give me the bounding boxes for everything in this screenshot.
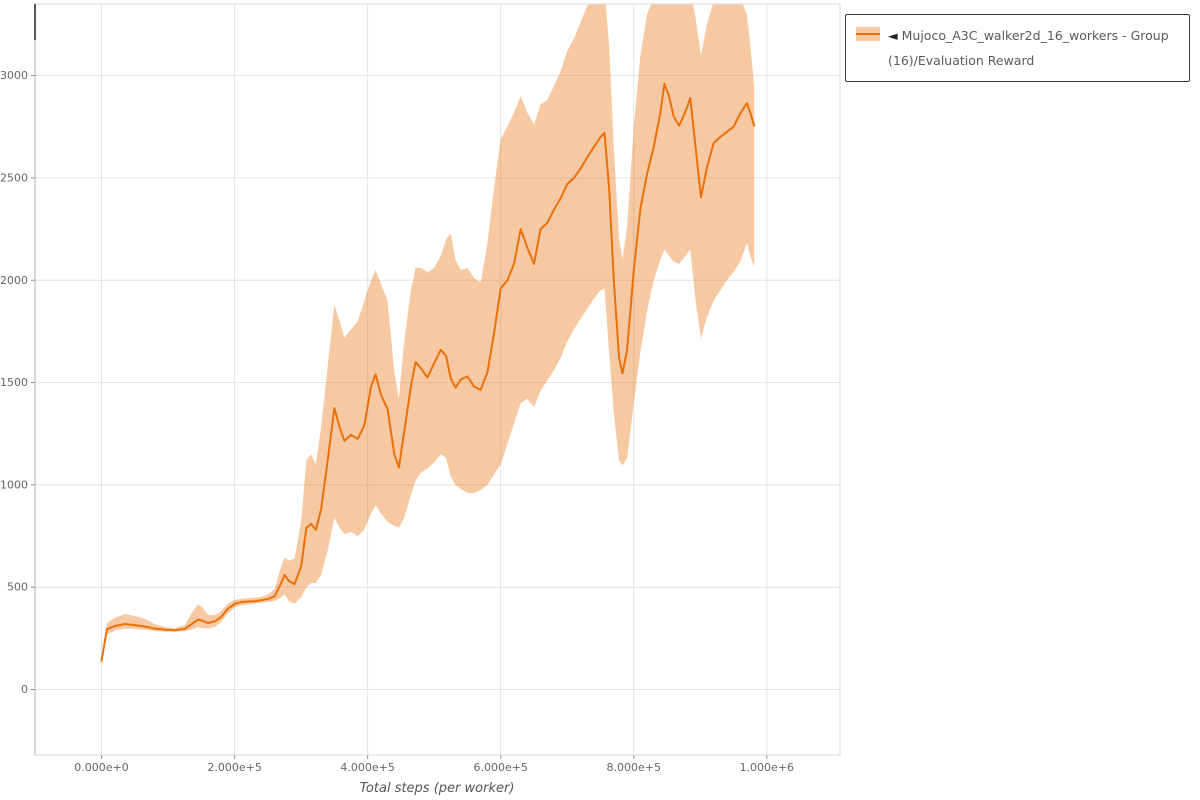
y-tick-label: 2000	[0, 274, 28, 287]
y-tick-label: 1000	[0, 478, 28, 491]
y-tick-label: 1500	[0, 376, 28, 389]
x-tick-label: 1.000e+6	[740, 761, 794, 774]
legend: ◄ Mujoco_A3C_walker2d_16_workers - Group(…	[845, 14, 1190, 82]
x-tick-label: 2.000e+5	[207, 761, 261, 774]
legend-band-swatch-icon	[856, 27, 880, 41]
x-axis-label: Total steps (per worker)	[359, 781, 515, 796]
y-tick-label: 3000	[0, 69, 28, 82]
legend-marker-icon: ◄	[888, 28, 898, 43]
x-tick-label: 4.000e+5	[340, 761, 394, 774]
x-tick-label: 8.000e+5	[607, 761, 661, 774]
y-tick-label: 2500	[0, 171, 28, 184]
x-tick-label: 0.000e+0	[74, 761, 128, 774]
legend-label: Mujoco_A3C_walker2d_16_workers - Group(1…	[888, 28, 1169, 68]
y-tick-label: 0	[21, 683, 28, 696]
x-tick-label: 6.000e+5	[473, 761, 527, 774]
legend-entry: ◄ Mujoco_A3C_walker2d_16_workers - Group(…	[888, 23, 1179, 73]
confidence-band	[101, 4, 755, 663]
mean-line	[100, 82, 756, 662]
y-tick-label: 500	[7, 581, 28, 594]
